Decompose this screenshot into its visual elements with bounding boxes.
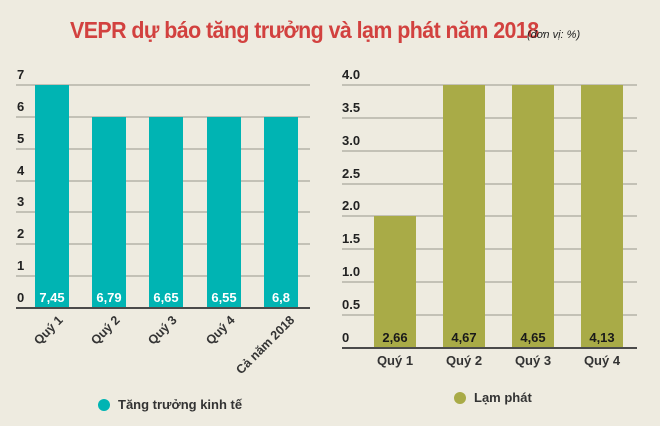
bar-inflation-q1: 2,66	[374, 216, 416, 347]
bar-inflation-q2: 4,67	[443, 85, 485, 347]
value-label: 6,8	[271, 290, 291, 305]
bar-growth-q1: 7,45	[35, 85, 69, 307]
bar-growth-full-year: 6,8	[264, 117, 298, 307]
x-label: Quý 1	[376, 353, 414, 368]
x-label: Quý 2	[445, 353, 483, 368]
gridline	[342, 84, 637, 86]
y-tick: 0.5	[342, 297, 361, 312]
gridline	[16, 84, 310, 86]
gridline	[342, 314, 637, 316]
gridline	[342, 150, 637, 152]
value-label: 6,79	[96, 290, 122, 305]
gridline	[342, 215, 637, 217]
bar-inflation-q3: 4,65	[512, 85, 554, 347]
unit-note: (đơn vị: %)	[527, 29, 581, 41]
legend-growth: Tăng trưởng kinh tế	[98, 397, 242, 412]
x-label: Quý 4	[583, 353, 621, 368]
x-axis-line	[16, 307, 310, 309]
legend-label: Tăng trưởng kinh tế	[118, 397, 243, 412]
y-tick: 0	[17, 290, 25, 305]
y-tick: 3.5	[342, 100, 361, 115]
y-tick: 6	[17, 99, 25, 114]
y-tick: 1	[17, 258, 25, 273]
y-tick: 2.5	[342, 166, 361, 181]
legend-dot-icon	[454, 391, 466, 404]
value-label: 4,13	[589, 330, 615, 345]
value-label: 6,65	[153, 290, 179, 305]
legend-inflation: Lạm phát	[454, 390, 532, 405]
y-tick: 5	[17, 131, 25, 146]
bar-growth-q2: 6,79	[92, 117, 126, 307]
x-label: Quý 3	[514, 353, 552, 368]
y-tick: 4	[17, 163, 25, 178]
y-tick: 2	[17, 226, 25, 241]
gridline	[342, 281, 637, 283]
gridline	[342, 248, 637, 250]
y-tick: 2.0	[342, 198, 361, 213]
x-axis-line	[342, 347, 637, 349]
legend-label: Lạm phát	[474, 390, 532, 405]
value-label: 4,65	[520, 330, 546, 345]
y-tick: 4.0	[342, 67, 361, 82]
bar-growth-q4: 6,55	[207, 117, 241, 307]
value-label: 6,55	[211, 290, 237, 305]
bar-inflation-q4: 4,13	[581, 85, 623, 347]
y-tick: 1.0	[342, 264, 361, 279]
gridline	[342, 183, 637, 185]
value-label: 2,66	[382, 330, 408, 345]
bar-growth-q3: 6,65	[149, 117, 183, 307]
legend-dot-icon	[98, 398, 110, 411]
chart-title: VEPR dự báo tăng trưởng và lạm phát năm …	[70, 17, 539, 43]
y-tick: 7	[17, 67, 25, 82]
y-tick: 0	[342, 330, 350, 345]
y-tick: 3.0	[342, 133, 361, 148]
value-label: 4,67	[451, 330, 477, 345]
y-tick: 1.5	[342, 231, 361, 246]
y-tick: 3	[17, 194, 25, 209]
gridline	[342, 117, 637, 119]
value-label: 7,45	[39, 290, 65, 305]
